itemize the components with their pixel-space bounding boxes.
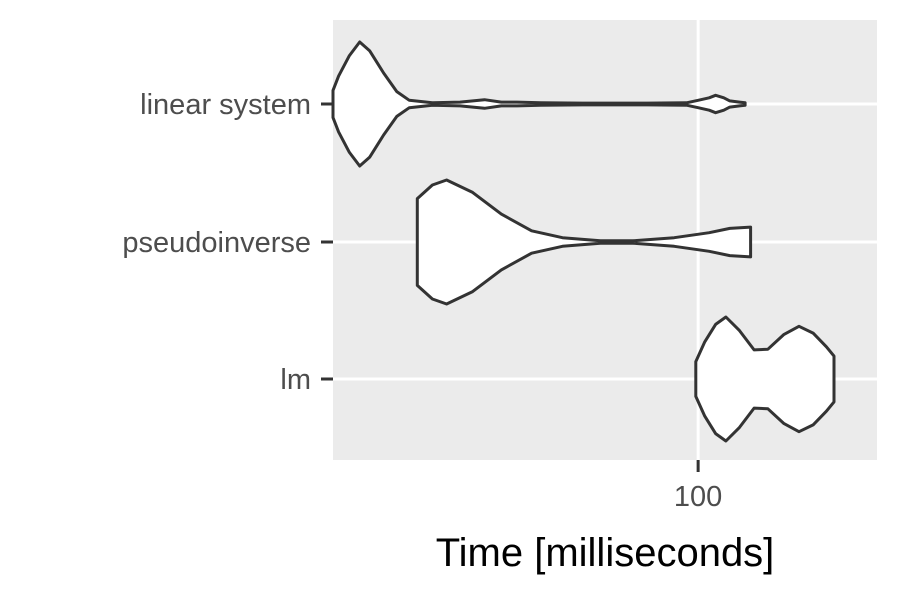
x-tick-label: 100 [674,481,722,513]
y-tick-label: lm [280,364,311,396]
violin-linear-system [331,40,747,168]
x-axis: 100 [674,460,722,513]
x-axis-title: Time [milliseconds] [436,531,775,575]
violin-lm [694,315,836,443]
violin-pseudoinverse [415,178,753,306]
violins [331,40,836,443]
y-tick-label: linear system [140,89,311,121]
y-tick-label: pseudoinverse [122,227,311,259]
y-axis: linear system pseudoinverse lm [122,89,333,396]
